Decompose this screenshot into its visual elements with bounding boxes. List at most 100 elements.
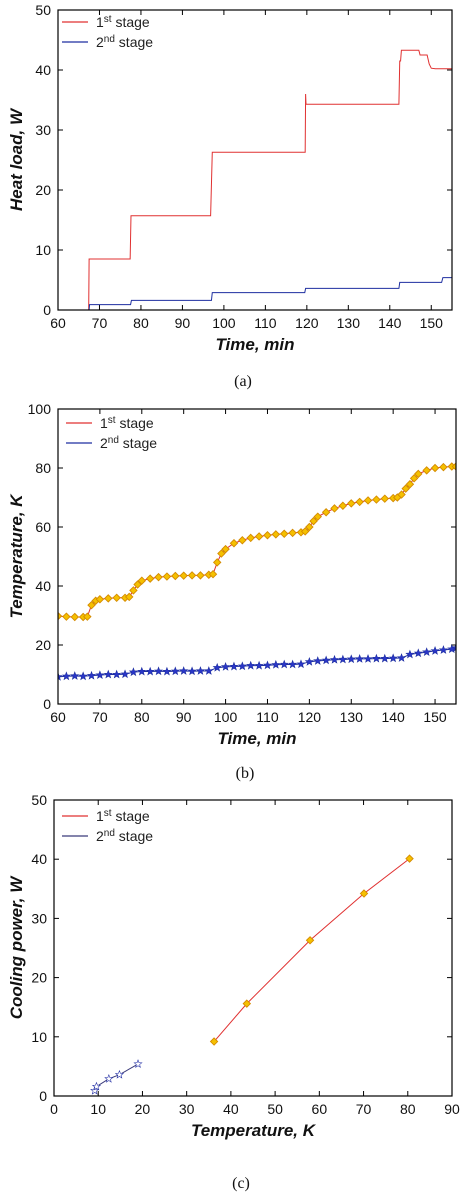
data-point bbox=[363, 496, 373, 505]
data-point bbox=[114, 1069, 125, 1079]
data-point bbox=[422, 647, 432, 657]
y-tick-label: 50 bbox=[31, 792, 47, 808]
y-tick-label: 10 bbox=[35, 242, 51, 258]
x-tick-label: 150 bbox=[423, 709, 447, 725]
x-tick-label: 120 bbox=[298, 709, 322, 725]
x-tick-label: 130 bbox=[337, 315, 361, 331]
x-tick-label: 70 bbox=[92, 315, 108, 331]
x-tick-label: 20 bbox=[135, 1101, 151, 1117]
x-tick-label: 90 bbox=[444, 1101, 460, 1117]
data-point bbox=[120, 669, 130, 679]
data-point bbox=[401, 484, 410, 493]
series-line bbox=[94, 1063, 139, 1091]
data-point bbox=[347, 499, 356, 508]
series-1st bbox=[209, 854, 414, 1046]
data-point bbox=[254, 532, 264, 541]
series-2nd bbox=[58, 643, 456, 681]
data-point bbox=[279, 529, 289, 539]
data-point bbox=[112, 669, 122, 679]
data-point bbox=[263, 531, 272, 540]
plot-frame bbox=[53, 799, 453, 1097]
data-point bbox=[439, 462, 448, 472]
data-point bbox=[380, 653, 390, 663]
data-point bbox=[338, 501, 348, 510]
data-point bbox=[162, 666, 172, 676]
data-point bbox=[355, 497, 364, 507]
legend-entry: 2nd stage bbox=[62, 828, 153, 844]
legend-entry: 2nd stage bbox=[62, 34, 153, 50]
x-tick-label: 70 bbox=[356, 1101, 372, 1117]
data-point bbox=[133, 1059, 143, 1068]
data-point bbox=[209, 1037, 219, 1046]
data-point bbox=[405, 854, 414, 863]
x-tick-label: 10 bbox=[90, 1101, 106, 1117]
data-point bbox=[451, 462, 456, 471]
x-tick-label: 60 bbox=[50, 315, 66, 331]
data-point bbox=[388, 653, 398, 663]
series-1st bbox=[58, 462, 456, 622]
data-point bbox=[246, 533, 255, 543]
x-tick-label: 140 bbox=[381, 709, 405, 725]
data-point bbox=[112, 593, 121, 603]
data-point bbox=[90, 1085, 100, 1095]
data-point bbox=[187, 666, 197, 676]
y-tick-label: 20 bbox=[31, 970, 47, 986]
x-tick-label: 80 bbox=[400, 1101, 416, 1117]
figure-caption: (b) bbox=[236, 765, 255, 782]
data-point bbox=[208, 569, 218, 579]
data-point bbox=[145, 666, 155, 676]
data-point bbox=[221, 544, 230, 554]
data-point bbox=[87, 600, 96, 610]
data-point bbox=[304, 656, 314, 666]
data-point bbox=[179, 666, 189, 675]
legend-label: 1st stage bbox=[100, 415, 154, 431]
y-tick-label: 40 bbox=[35, 578, 51, 594]
y-tick-label: 80 bbox=[35, 460, 51, 476]
chart-b: 60 70 80 90 100 110 120 130 140 150 0 20 40 60 80 100 Ti… bbox=[7, 401, 457, 782]
data-point bbox=[103, 669, 113, 679]
series-line bbox=[58, 466, 456, 618]
figure-caption: (a) bbox=[234, 373, 252, 390]
y-tick-label: 50 bbox=[35, 2, 51, 18]
data-point bbox=[422, 466, 431, 475]
data-point bbox=[346, 654, 356, 664]
x-tick-label: 130 bbox=[340, 709, 364, 725]
data-point bbox=[397, 490, 406, 499]
data-point bbox=[313, 656, 323, 665]
x-tick-label: 120 bbox=[295, 315, 319, 331]
data-point bbox=[405, 479, 415, 489]
x-tick-label: 0 bbox=[50, 1101, 58, 1117]
data-point bbox=[409, 474, 419, 483]
data-point bbox=[363, 654, 373, 663]
data-point bbox=[58, 672, 63, 681]
plot-frame bbox=[57, 9, 453, 311]
data-point bbox=[220, 661, 231, 671]
series-1st bbox=[58, 49, 452, 310]
data-point bbox=[86, 670, 97, 680]
x-tick-label: 100 bbox=[214, 709, 238, 725]
data-point bbox=[355, 654, 365, 663]
data-point bbox=[451, 643, 456, 652]
x-tick-label: 150 bbox=[420, 315, 444, 331]
data-point bbox=[414, 469, 423, 479]
series-2nd bbox=[58, 277, 452, 310]
data-point bbox=[128, 667, 139, 677]
data-point bbox=[229, 661, 239, 671]
data-point bbox=[338, 654, 348, 664]
chart-c: 0 10 20 30 40 50 60 70 80 90 0 10 20 30 40 50 Temperatur… bbox=[7, 792, 460, 1192]
data-point bbox=[380, 494, 390, 503]
data-point bbox=[95, 670, 105, 680]
data-point bbox=[104, 1073, 114, 1083]
x-tick-label: 80 bbox=[134, 709, 150, 725]
x-tick-label: 50 bbox=[267, 1101, 283, 1117]
y-axis-title: Heat load, W bbox=[7, 107, 26, 211]
y-axis-title: Temperature, K bbox=[7, 493, 26, 619]
x-axis-title: Temperature, K bbox=[191, 1121, 317, 1140]
data-point bbox=[305, 936, 315, 945]
data-point bbox=[83, 612, 92, 621]
x-axis-title: Time, min bbox=[215, 335, 294, 354]
figure-caption: (c) bbox=[232, 1175, 250, 1192]
x-tick-label: 110 bbox=[254, 315, 277, 331]
data-point bbox=[162, 572, 172, 581]
